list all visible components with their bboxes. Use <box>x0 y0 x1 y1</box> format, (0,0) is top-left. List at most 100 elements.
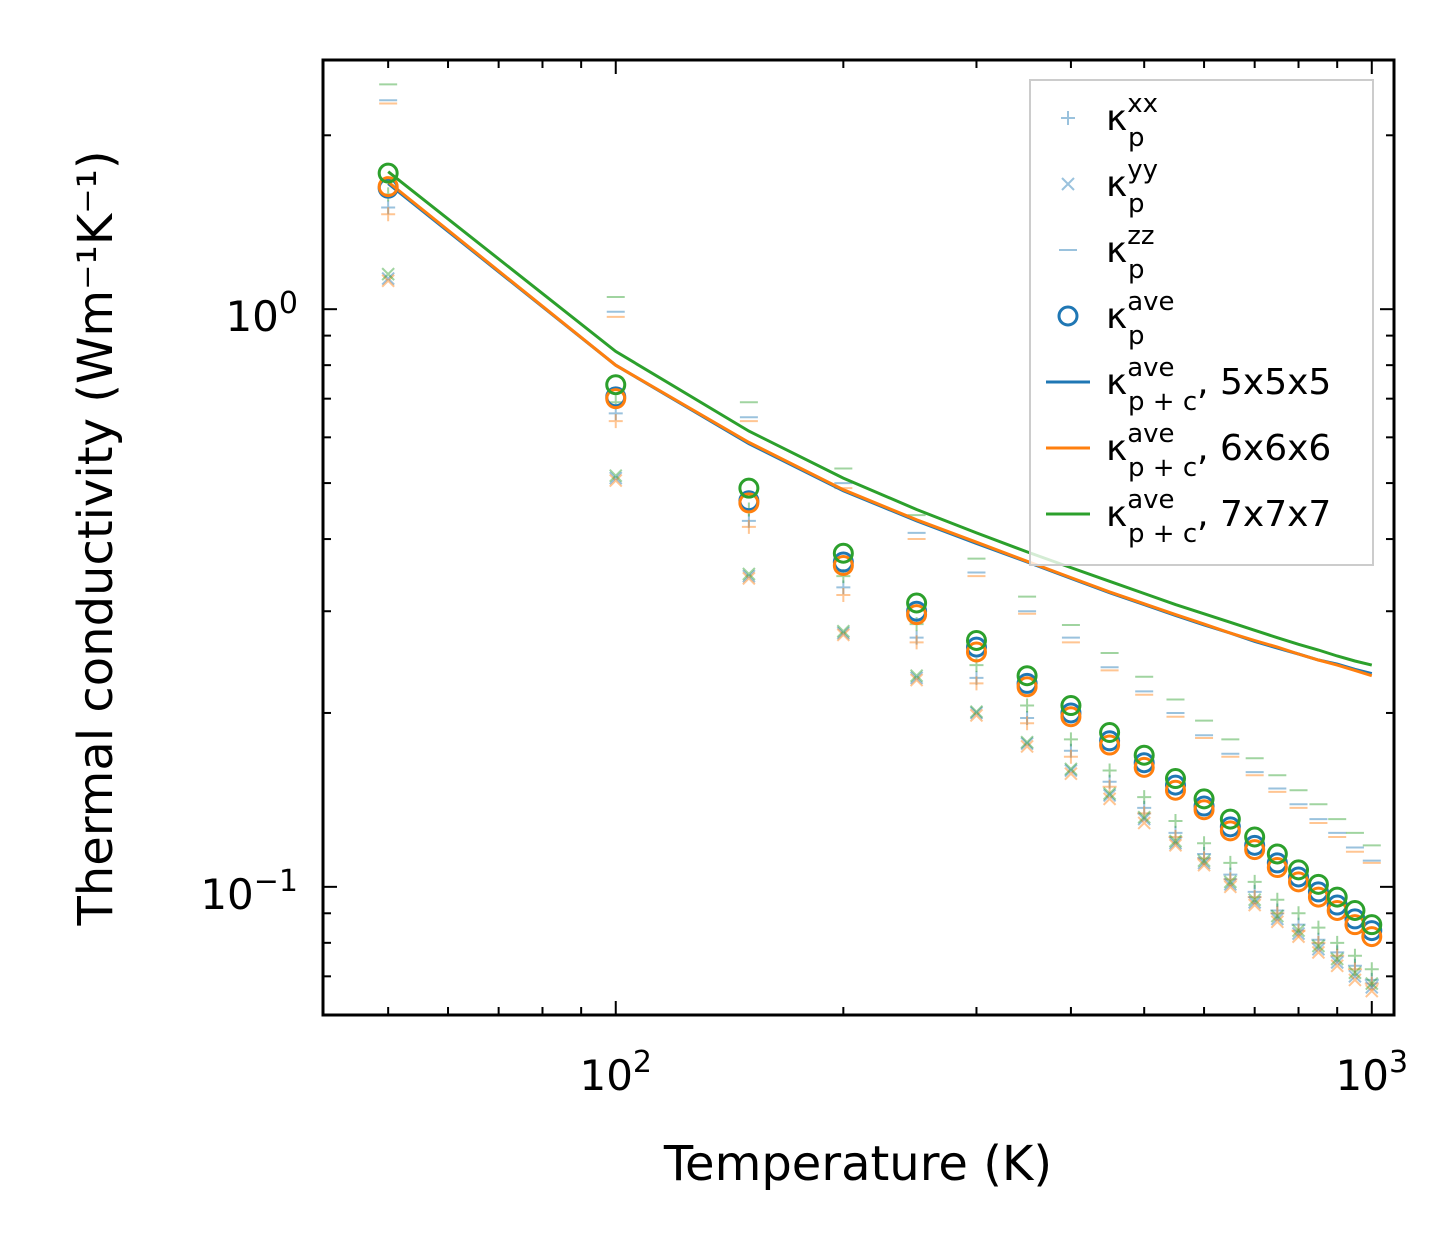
legend-label: κave p <box>1106 287 1175 351</box>
data-point <box>1020 711 1035 726</box>
data-point <box>1102 774 1117 789</box>
data-point <box>1247 874 1262 889</box>
data-point <box>965 629 987 651</box>
x-axis-title: Temperature (K) <box>663 1136 1052 1192</box>
legend-entry: κave p + c, 7x7x7 <box>1046 485 1331 549</box>
data-point <box>1348 966 1362 980</box>
data-point <box>909 671 924 685</box>
data-point <box>1137 812 1151 826</box>
data-point <box>1330 948 1345 963</box>
data-point <box>1307 873 1329 895</box>
data-point <box>609 473 623 488</box>
data-point <box>965 641 987 663</box>
data-point <box>1244 826 1266 848</box>
legend-label: κave p + c, 5x5x5 <box>1106 353 1331 417</box>
data-point <box>1311 932 1326 947</box>
data-point <box>1270 906 1285 921</box>
legend-entry: κave p <box>1057 287 1175 351</box>
series-kappa_p_zz-7x7x7 <box>379 83 1381 847</box>
data-point <box>1247 890 1262 905</box>
data-point <box>909 669 924 683</box>
data-point <box>1288 859 1310 881</box>
data-point <box>1330 959 1344 973</box>
data-point <box>1020 698 1035 713</box>
data-point <box>1137 806 1152 821</box>
data-point <box>832 554 854 576</box>
data-point <box>1197 853 1211 868</box>
data-point <box>1270 903 1285 918</box>
data-point <box>1223 875 1238 889</box>
series-kappa_p_zz-6x6x6 <box>379 102 1381 864</box>
data-point <box>1330 945 1345 960</box>
data-point <box>1291 917 1306 932</box>
data-point <box>1168 836 1183 850</box>
data-point <box>1223 877 1238 892</box>
data-point <box>909 673 924 687</box>
series-kappa_pc_ave-6x6x6 <box>387 180 1373 678</box>
data-point <box>1347 958 1362 973</box>
data-point <box>1102 779 1117 794</box>
data-point <box>1193 788 1215 810</box>
data-point <box>1364 976 1379 991</box>
data-point <box>1102 788 1117 803</box>
data-point <box>605 388 627 410</box>
data-point <box>742 569 756 583</box>
series-layer <box>377 83 1383 998</box>
data-point <box>742 571 756 586</box>
data-point <box>1133 756 1155 778</box>
data-point <box>1063 749 1078 764</box>
data-point <box>836 580 851 595</box>
data-point <box>1060 695 1082 717</box>
data-point <box>1361 914 1383 936</box>
data-point <box>1311 939 1326 953</box>
data-point <box>1326 886 1348 908</box>
data-point <box>1365 984 1379 998</box>
data-point <box>609 468 623 483</box>
series-line <box>387 170 1373 667</box>
data-point <box>1311 920 1326 935</box>
data-point <box>1219 808 1241 830</box>
data-point <box>1311 942 1326 956</box>
series-kappa_pc_ave-7x7x7 <box>387 170 1373 667</box>
data-point <box>1197 858 1211 872</box>
y-tick-label: 10−1 <box>200 864 298 919</box>
data-point <box>1016 676 1038 698</box>
data-point <box>1270 909 1285 923</box>
series-line <box>387 180 1373 678</box>
data-point <box>969 670 984 685</box>
y-axis-title: Thermal conductivity (Wm⁻¹K⁻¹) <box>68 150 124 926</box>
data-point <box>909 630 924 645</box>
data-point <box>1168 838 1183 853</box>
data-point <box>1291 923 1306 938</box>
data-point <box>1133 744 1155 766</box>
data-point <box>1291 923 1306 938</box>
data-point <box>1193 799 1215 821</box>
data-point <box>1330 935 1345 950</box>
data-point <box>1164 768 1186 790</box>
data-point <box>1164 779 1186 801</box>
data-point <box>1020 735 1034 749</box>
data-point <box>832 542 854 564</box>
data-point <box>1137 800 1152 815</box>
data-point <box>836 588 851 603</box>
data-point <box>1330 952 1344 966</box>
plot-frame <box>321 58 1396 1017</box>
data-point <box>1365 976 1379 991</box>
x-tick-label: 103 <box>1336 1045 1409 1100</box>
data-point <box>1291 929 1306 944</box>
data-point <box>969 676 984 691</box>
data-point <box>1168 829 1183 844</box>
data-point <box>1102 786 1117 801</box>
legend-entry: κave p + c, 6x6x6 <box>1046 419 1331 483</box>
data-point <box>1247 898 1262 912</box>
data-point <box>605 374 627 396</box>
data-point <box>1364 962 1379 977</box>
legend-label: κzz p <box>1106 221 1155 285</box>
tick-labels: 102 103 10−1 100 <box>200 286 1408 1100</box>
data-point <box>1247 884 1262 899</box>
data-point <box>969 706 984 720</box>
series-kappa_p_yy-5x5x5 <box>381 271 1379 995</box>
data-point <box>1244 839 1266 861</box>
data-point <box>1266 843 1288 865</box>
